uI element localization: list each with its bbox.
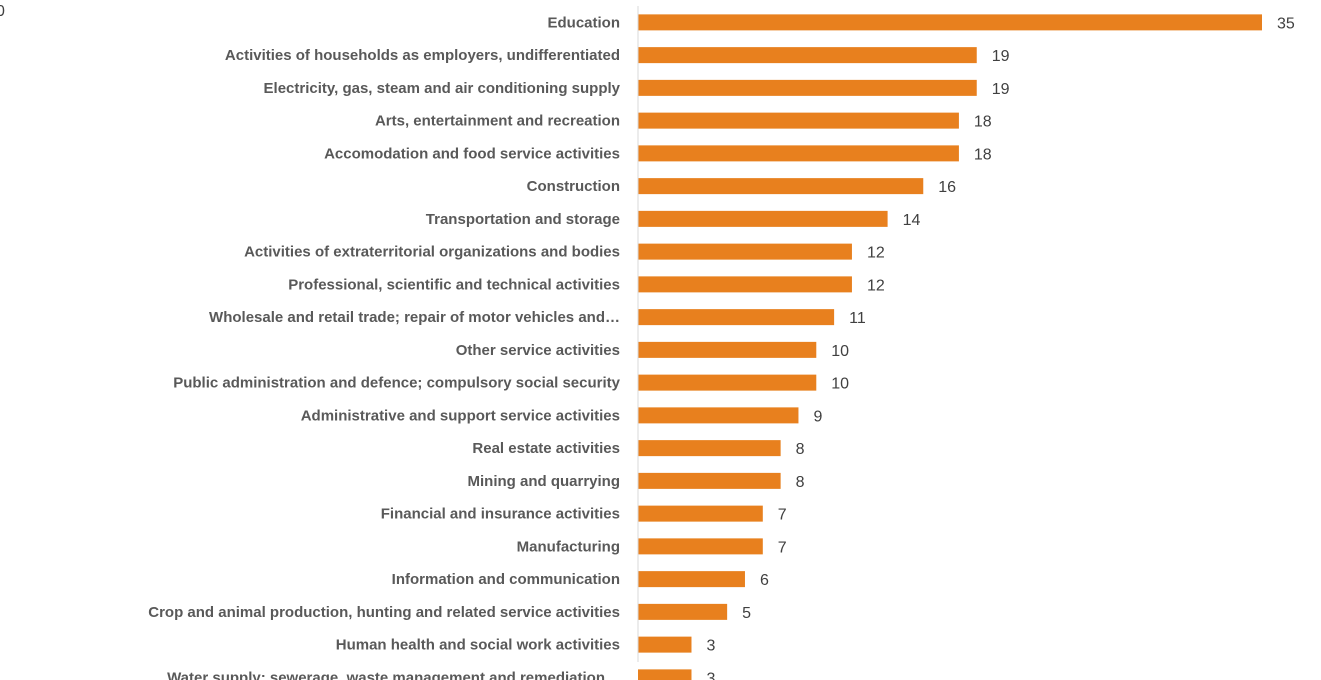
bar bbox=[638, 14, 1262, 31]
category-label: Crop and animal production, hunting and … bbox=[148, 604, 620, 621]
bar bbox=[638, 538, 763, 555]
category-label: Professional, scientific and technical a… bbox=[288, 276, 620, 293]
category-label: Education bbox=[547, 14, 620, 31]
category-label: Construction bbox=[527, 178, 620, 195]
data-label: 6 bbox=[760, 572, 769, 589]
bar bbox=[638, 603, 728, 620]
data-label: 11 bbox=[849, 310, 866, 327]
category-label: Water supply; sewerage, waste management… bbox=[167, 669, 620, 680]
category-label: Transportation and storage bbox=[426, 211, 620, 228]
bar bbox=[638, 472, 781, 489]
data-label: 12 bbox=[867, 277, 885, 294]
bar bbox=[638, 145, 959, 162]
bar bbox=[638, 210, 888, 227]
data-label: 8 bbox=[796, 474, 805, 491]
data-label: 10 bbox=[831, 376, 849, 393]
data-label: 19 bbox=[992, 81, 1010, 98]
data-label: 18 bbox=[974, 114, 992, 131]
data-label: 3 bbox=[706, 670, 715, 680]
category-label: Other service activities bbox=[456, 342, 620, 359]
bar bbox=[638, 79, 977, 96]
data-label: 16 bbox=[938, 179, 956, 196]
corner-label: 0 bbox=[0, 3, 5, 20]
bar bbox=[638, 309, 835, 326]
bar bbox=[638, 636, 692, 653]
bar bbox=[638, 112, 959, 129]
category-label: Accomodation and food service activities bbox=[324, 145, 620, 162]
bar bbox=[638, 374, 817, 391]
category-label: Administrative and support service activ… bbox=[301, 407, 620, 424]
data-label: 14 bbox=[903, 212, 921, 229]
bar bbox=[638, 47, 977, 64]
data-label: 9 bbox=[813, 408, 822, 425]
data-label: 8 bbox=[796, 441, 805, 458]
data-label: 7 bbox=[778, 507, 787, 524]
data-label: 19 bbox=[992, 48, 1010, 65]
data-label: 3 bbox=[706, 638, 715, 655]
category-label: Activities of extraterritorial organizat… bbox=[244, 244, 620, 261]
category-label: Mining and quarrying bbox=[468, 473, 621, 490]
data-label: 5 bbox=[742, 605, 751, 622]
category-label: Arts, entertainment and recreation bbox=[375, 113, 620, 130]
data-label: 7 bbox=[778, 539, 787, 556]
category-label: Financial and insurance activities bbox=[381, 506, 620, 523]
category-label: Information and communication bbox=[392, 571, 620, 588]
category-label: Wholesale and retail trade; repair of mo… bbox=[209, 309, 620, 326]
bar bbox=[638, 276, 852, 293]
category-label: Public administration and defence; compu… bbox=[173, 375, 620, 392]
data-label: 10 bbox=[831, 343, 849, 360]
category-label: Activities of households as employers, u… bbox=[225, 47, 620, 64]
bar bbox=[638, 341, 817, 358]
data-label: 35 bbox=[1277, 15, 1295, 32]
bar bbox=[638, 243, 852, 260]
data-label: 18 bbox=[974, 146, 992, 163]
bar bbox=[638, 669, 692, 680]
category-label: Real estate activities bbox=[472, 440, 620, 457]
bar bbox=[638, 440, 781, 457]
bar bbox=[638, 178, 924, 195]
bar bbox=[638, 407, 799, 424]
category-label: Manufacturing bbox=[517, 538, 620, 555]
bar bbox=[638, 571, 745, 588]
category-label: Electricity, gas, steam and air conditio… bbox=[264, 80, 621, 97]
category-label: Human health and social work activities bbox=[336, 637, 620, 654]
data-label: 12 bbox=[867, 245, 885, 262]
bar bbox=[638, 505, 763, 522]
